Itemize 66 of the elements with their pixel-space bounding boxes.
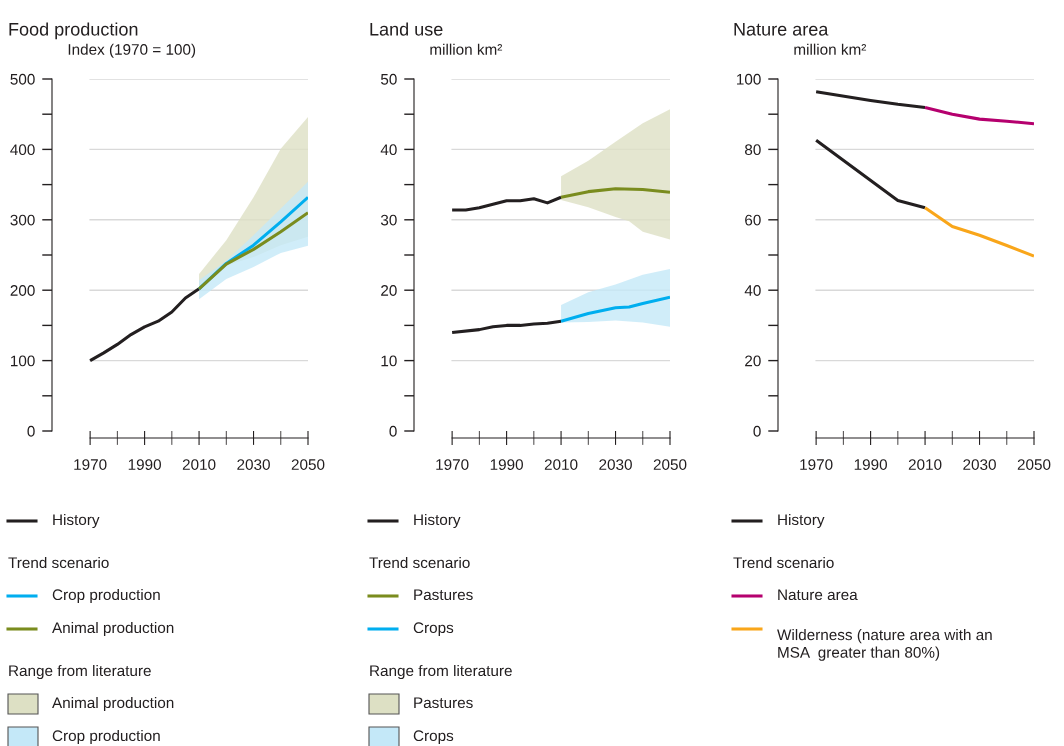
y-tick-label: 30 xyxy=(380,214,397,226)
legend-label: Crop production xyxy=(52,729,160,745)
line-series xyxy=(88,287,201,363)
x-tick-label: 1970 xyxy=(800,459,833,470)
y-tick-label: 20 xyxy=(745,355,761,367)
x-tick-label: 2010 xyxy=(908,459,942,470)
legend-label: Animal production xyxy=(52,696,174,712)
line-series xyxy=(923,206,1034,258)
x-tick-label: 2010 xyxy=(182,459,216,470)
x-tick-label: 1990 xyxy=(854,459,887,470)
y-tick-label: 100 xyxy=(737,73,761,85)
legend-label: Crops xyxy=(413,730,454,745)
line-series xyxy=(450,195,563,212)
x-tick-label: 1990 xyxy=(128,459,161,470)
x-tick-label: 1970 xyxy=(74,459,107,470)
text: Trend scenario xyxy=(733,556,834,569)
legend-label: Wilderness (nature area with an MSA greater than 80%) xyxy=(777,629,992,661)
text: Trend scenario xyxy=(8,556,109,569)
x-tick-label: 2030 xyxy=(599,459,632,470)
x-tick-label: 1970 xyxy=(436,459,469,470)
legend-label: Nature area xyxy=(778,589,858,601)
text: Range from literature xyxy=(9,664,151,680)
y-tick-label: 500 xyxy=(10,73,35,85)
x-tick-label: 2030 xyxy=(237,459,270,470)
y-tick-label: 0 xyxy=(27,425,35,437)
y-axis-title: million km² xyxy=(430,43,503,55)
x-tick-label: 2010 xyxy=(544,459,578,470)
line-series xyxy=(814,90,927,110)
y-tick-label: 0 xyxy=(753,425,761,437)
y-axis-title: Index (1970 = 100) xyxy=(68,43,196,58)
y-tick-label: 10 xyxy=(381,355,397,367)
line-series xyxy=(559,187,670,199)
legend-label: Crops xyxy=(413,622,454,637)
legend-label: Animal production xyxy=(52,621,174,637)
legend-label: Crop production xyxy=(52,588,160,604)
legend-label: History xyxy=(414,513,461,529)
y-tick-label: 60 xyxy=(745,214,761,226)
y-tick-label: 80 xyxy=(745,144,761,156)
legend-label: History xyxy=(778,513,825,529)
y-tick-label: 200 xyxy=(10,285,35,296)
y-tick-label: 100 xyxy=(11,355,35,367)
x-tick-label: 2030 xyxy=(963,459,996,470)
y-tick-label: 400 xyxy=(10,144,35,156)
text: Trend scenario xyxy=(369,556,470,569)
legend-label: History xyxy=(53,513,100,529)
legend-label: Pastures xyxy=(414,697,473,709)
chart-title: Nature area xyxy=(734,23,829,36)
y-tick-label: 40 xyxy=(380,144,397,156)
y-tick-label: 50 xyxy=(380,73,397,85)
line-series xyxy=(923,105,1034,126)
y-axis-title: million km² xyxy=(794,43,867,55)
chart-title: Land use xyxy=(370,22,443,36)
y-tick-label: 20 xyxy=(381,285,397,296)
x-tick-label: 2050 xyxy=(653,459,687,470)
x-tick-label: 1990 xyxy=(490,459,523,470)
line-series xyxy=(450,319,563,334)
x-tick-label: 2050 xyxy=(291,459,325,470)
y-tick-label: 300 xyxy=(10,214,35,226)
y-tick-label: 0 xyxy=(389,425,397,437)
line-series xyxy=(559,295,670,323)
legend-label: Pastures xyxy=(414,589,473,601)
y-tick-label: 40 xyxy=(744,285,761,296)
line-series xyxy=(197,211,308,291)
text: Range from literature xyxy=(370,664,512,680)
x-tick-label: 2050 xyxy=(1017,459,1051,470)
chart-title: Food production xyxy=(9,22,138,40)
